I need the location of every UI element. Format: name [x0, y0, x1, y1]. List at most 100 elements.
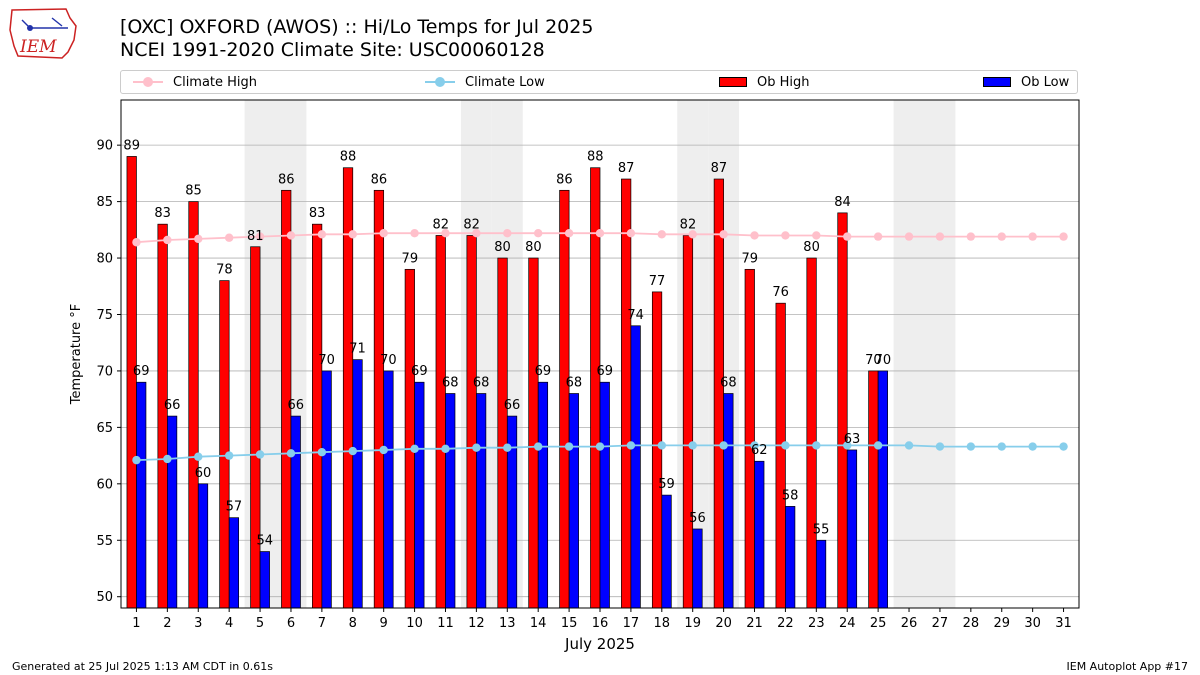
ob-low-bar: [630, 325, 641, 609]
ob-high-bar: [188, 201, 199, 609]
x-tick-label: 23: [808, 616, 825, 631]
ob-high-bar: [250, 246, 261, 609]
y-tick-label: 75: [96, 308, 113, 323]
x-tick-label: 15: [561, 616, 578, 631]
ob-low-bar: [290, 415, 301, 609]
legend-swatch-climate-high: [133, 77, 163, 87]
ob-low-bar: [877, 370, 888, 609]
ob-low-label: 54: [257, 534, 274, 549]
ob-low-label: 55: [813, 522, 830, 537]
legend-item-climate-low: Climate Low: [425, 71, 545, 93]
x-tick-label: 27: [932, 616, 949, 631]
footer-generated: Generated at 25 Jul 2025 1:13 AM CDT in …: [12, 660, 273, 673]
ob-high-label: 83: [309, 206, 326, 221]
climate-low-point: [657, 441, 667, 450]
climate-low-point: [163, 454, 172, 464]
climate-low-point: [132, 455, 141, 465]
ob-high-bar: [621, 178, 632, 609]
x-tick-label: 2: [163, 616, 171, 631]
climate-high-point: [163, 235, 172, 245]
ob-low-bar: [414, 381, 425, 609]
ob-high-bar: [868, 370, 879, 609]
ob-high-label: 70: [865, 353, 882, 368]
ob-low-bar: [537, 381, 549, 609]
climate-low-point: [379, 445, 388, 455]
x-tick-label: 17: [623, 616, 640, 631]
ob-low-bar: [136, 381, 147, 609]
climate-low-point: [533, 442, 543, 451]
climate-high-point: [966, 232, 976, 241]
ob-low-label: 68: [720, 376, 737, 391]
ob-low-bar: [352, 359, 363, 609]
ob-high-bar: [435, 235, 446, 609]
weekend-shade: [924, 100, 956, 608]
ob-low-bar: [754, 460, 765, 609]
climate-low-point: [348, 446, 357, 456]
ob-high-bar: [775, 302, 786, 609]
ob-high-bar: [126, 156, 137, 609]
climate-low-point: [843, 441, 852, 450]
x-tick-label: 19: [684, 616, 701, 631]
climate-low-point: [719, 441, 728, 450]
x-axis-label: July 2025: [564, 635, 635, 653]
ob-low-bar: [661, 494, 672, 609]
climate-high-point: [379, 229, 388, 238]
climate-low-point: [935, 442, 945, 451]
ob-low-label: 70: [380, 353, 397, 368]
ob-high-label: 86: [371, 172, 388, 187]
ob-high-label: 79: [402, 251, 419, 266]
ob-low-bar: [476, 393, 487, 609]
legend-swatch-ob-high: [719, 77, 747, 87]
climate-high-point: [348, 230, 357, 239]
climate-low-point: [688, 441, 697, 450]
ob-low-bar: [259, 551, 270, 609]
climate-low-point: [997, 442, 1006, 451]
svg-text:IEM: IEM: [19, 37, 57, 57]
legend-item-climate-high: Climate High: [133, 71, 257, 93]
climate-high-point: [595, 229, 605, 238]
climate-low-point: [626, 441, 636, 450]
ob-low-label: 69: [535, 364, 552, 379]
climate-high-point: [410, 229, 419, 238]
ob-low-label: 74: [627, 308, 644, 323]
ob-high-bar: [559, 189, 570, 609]
legend-label-climate-low: Climate Low: [465, 74, 545, 90]
ob-high-bar: [744, 268, 755, 609]
ob-high-label: 84: [834, 195, 851, 210]
x-tick-label: 29: [993, 616, 1010, 631]
ob-low-label: 56: [689, 511, 706, 526]
y-tick-label: 65: [96, 421, 113, 436]
x-tick-label: 30: [1024, 616, 1041, 631]
ob-low-label: 69: [133, 364, 150, 379]
ob-high-label: 86: [556, 172, 573, 187]
x-tick-label: 8: [349, 616, 357, 631]
ob-high-label: 81: [247, 229, 264, 244]
ob-high-bar: [528, 257, 539, 609]
ob-low-label: 60: [195, 466, 212, 481]
ob-high-bar: [806, 257, 817, 609]
ob-high-bar: [466, 235, 477, 609]
ob-high-bar: [837, 212, 848, 609]
climate-high-point: [626, 229, 636, 238]
y-axis-label: Temperature °F: [69, 304, 84, 405]
climate-low-point: [781, 441, 790, 450]
climate-high-point: [132, 238, 141, 247]
climate-high-point: [533, 229, 543, 238]
x-tick-label: 21: [746, 616, 763, 631]
climate-high-point: [935, 232, 945, 241]
x-tick-label: 16: [592, 616, 609, 631]
ob-low-label: 68: [566, 376, 583, 391]
ob-high-label: 80: [803, 240, 820, 255]
x-tick-label: 20: [715, 616, 732, 631]
ob-high-bar: [219, 280, 230, 609]
ob-low-bar: [815, 539, 827, 609]
ob-low-label: 70: [875, 353, 892, 368]
ob-high-label: 82: [680, 217, 697, 232]
chart-title: [OXC] OXFORD (AWOS) :: Hi/Lo Temps for J…: [120, 16, 593, 62]
y-tick-label: 80: [96, 252, 113, 267]
ob-high-bar: [373, 189, 385, 609]
x-tick-label: 10: [406, 616, 423, 631]
x-tick-label: 7: [318, 616, 326, 631]
ob-high-label: 79: [741, 251, 758, 266]
